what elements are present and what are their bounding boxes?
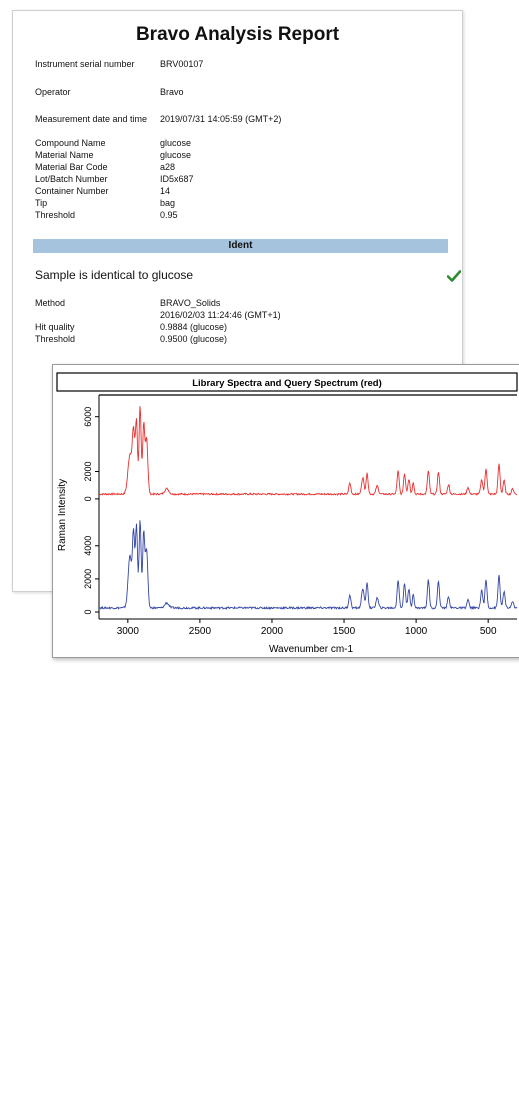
x-tick-label-2500: 2500 [189, 626, 212, 637]
field-value-barcode: a28 [160, 162, 176, 172]
x-tick-label-3000: 3000 [117, 626, 140, 637]
field-value-tip: bag [160, 198, 176, 208]
x-tick-label-1000: 1000 [405, 626, 428, 637]
y-tick-label-top-6000: 6000 [83, 407, 93, 427]
spectrum-line-bottom [98, 520, 518, 611]
field-value-container: 14 [160, 186, 171, 196]
method-value: BRAVO_Solids [160, 298, 221, 308]
field-value-serial: BRV00107 [160, 59, 204, 69]
field-label-tip: Tip [35, 198, 48, 208]
field-value-lot: ID5x687 [160, 174, 194, 184]
field-value-compound: glucose [160, 138, 192, 148]
x-tick-label-2000: 2000 [261, 626, 284, 637]
ident-section-header: Ident [33, 239, 448, 253]
y-tick-label-bottom-2000: 2000 [83, 569, 93, 589]
x-tick-label-1500: 1500 [333, 626, 356, 637]
ident-threshold-label: Threshold [35, 334, 76, 344]
hit-quality-label: Hit quality [35, 322, 75, 332]
field-label-material: Material Name [35, 150, 94, 160]
spectrum-chart-svg: Library Spectra and Query Spectrum (red)… [56, 372, 518, 655]
y-tick-label-top-0: 0 [83, 496, 93, 501]
x-tick-label-500: 500 [480, 626, 497, 637]
ident-threshold-value: 0.9500 (glucose) [160, 334, 228, 344]
spectrum-chart: Library Spectra and Query Spectrum (red)… [52, 364, 519, 658]
field-label-compound: Compound Name [35, 138, 106, 148]
chart-title-box [56, 372, 518, 392]
field-value-operator: Bravo [160, 87, 184, 97]
y-tick-label-top-2000: 2000 [83, 461, 93, 481]
field-label-operator: Operator [35, 87, 71, 97]
field-label-lot: Lot/Batch Number [35, 174, 108, 184]
method-label: Method [35, 298, 66, 308]
field-value-material: glucose [160, 150, 192, 160]
field-label-datetime: Measurement date and time [35, 114, 148, 124]
y-tick-label-bottom-0: 0 [83, 610, 93, 615]
field-value-datetime: 2019/07/31 14:05:59 (GMT+2) [160, 114, 282, 124]
ident-verdict: Sample is identical to glucose [35, 268, 194, 282]
spectrum-line-top [98, 406, 518, 496]
field-label-serial: Instrument serial number [35, 59, 135, 69]
chart-title: Library Spectra and Query Spectrum (red) [192, 378, 382, 389]
hit-quality-value: 0.9884 (glucose) [160, 322, 228, 332]
field-label-threshold: Threshold [35, 210, 76, 220]
method-date: 2016/02/03 11:24:46 (GMT+1) [160, 310, 281, 320]
page-reflection [12, 660, 461, 1100]
y-axis-label: Raman Intensity [57, 479, 68, 551]
check-icon [446, 269, 462, 287]
report-title: Bravo Analysis Report [135, 24, 340, 45]
field-label-container: Container Number [35, 186, 109, 196]
field-value-threshold: 0.95 [160, 210, 178, 220]
field-label-barcode: Material Bar Code [35, 162, 108, 172]
x-axis-label: Wavenumber cm-1 [269, 644, 354, 655]
y-tick-label-bottom-4000: 4000 [83, 536, 93, 556]
